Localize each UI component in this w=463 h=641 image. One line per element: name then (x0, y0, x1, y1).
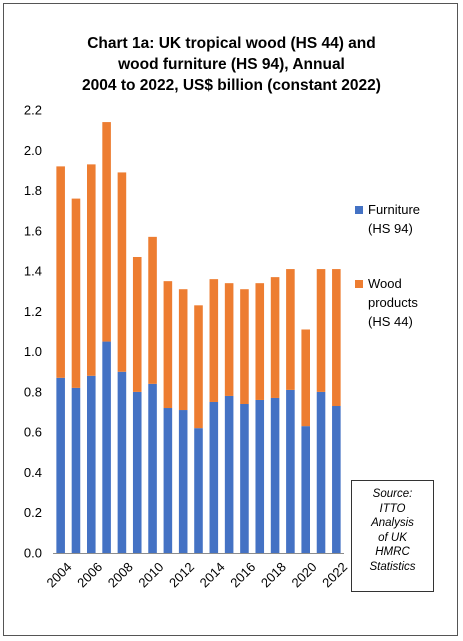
source-line-3: Analysis (371, 517, 414, 529)
legend-wood-products-label: products (368, 295, 418, 310)
bar-furniture-2021 (316, 391, 326, 553)
x-tick-label: 2020 (289, 559, 320, 590)
chart-title-line-1: Chart 1a: UK tropical wood (HS 44) and (87, 35, 376, 52)
bar-furniture-2019 (286, 389, 295, 553)
bar-wood-products-2016 (240, 289, 249, 404)
legend-furniture-label: (HS 94) (368, 221, 413, 236)
legend-wood-products-swatch (355, 280, 363, 288)
source-line-2: ITTO (379, 502, 406, 515)
y-tick-label: 0.8 (24, 384, 42, 399)
chart-title: Chart 1a: UK tropical wood (HS 44) and w… (0, 33, 463, 96)
y-tick-label: 1.0 (24, 344, 42, 359)
bar-furniture-2017 (255, 399, 265, 553)
bar-wood-products-2019 (286, 269, 295, 390)
bar-wood-products-2006 (87, 164, 96, 376)
x-tick-label: 2010 (135, 559, 166, 590)
bar-wood-products-2009 (132, 256, 142, 392)
chart-title-line-3: 2004 to 2022, US$ billion (constant 2022… (82, 77, 381, 94)
legend: Furniture (HS 94) Wood products (HS 44) (355, 202, 420, 329)
bar-furniture-2018 (270, 397, 280, 553)
bar-furniture-2012 (178, 410, 188, 553)
bar-wood-products-2010 (148, 236, 157, 384)
y-tick-label: 0.4 (24, 465, 42, 480)
y-tick-label: 1.4 (24, 264, 42, 279)
bar-wood-products-2018 (270, 277, 280, 398)
y-tick-label: 1.8 (24, 183, 42, 198)
legend-wood-products-label: Wood (368, 276, 402, 291)
x-tick-label: 2022 (319, 559, 350, 590)
x-tick-label: 2016 (227, 559, 258, 590)
bar-wood-products-2015 (224, 283, 234, 396)
y-tick-label: 1.2 (24, 304, 42, 319)
x-tick-label: 2012 (166, 559, 197, 590)
y-tick-label: 0.6 (24, 425, 42, 440)
legend-furniture-swatch (355, 206, 363, 214)
legend-wood-products-label: (HS 44) (368, 314, 413, 329)
bar-wood-products-2013 (194, 305, 203, 429)
y-tick-label: 0.0 (24, 546, 42, 561)
y-tick-label: 0.2 (24, 505, 42, 520)
x-tick-label: 2006 (74, 559, 105, 590)
bar-furniture-2006 (87, 375, 96, 553)
bars (56, 122, 341, 553)
x-tick-label: 2008 (105, 559, 136, 590)
bar-furniture-2010 (148, 383, 157, 553)
source-line-6: Statistics (369, 560, 416, 573)
bar-furniture-2007 (102, 341, 111, 553)
bar-furniture-2005 (71, 387, 81, 553)
legend-furniture-label: Furniture (368, 202, 420, 217)
bar-wood-products-2017 (255, 283, 265, 400)
source-note: Source: ITTO Analysis of UK HMRC Statist… (351, 480, 434, 592)
bar-wood-products-2014 (209, 279, 219, 402)
bar-furniture-2011 (163, 408, 173, 553)
bar-furniture-2013 (194, 428, 203, 553)
bar-wood-products-2011 (163, 281, 173, 409)
x-tick-label: 2014 (197, 559, 228, 590)
source-line-4: of UK (378, 531, 407, 544)
chart-title-line-2: wood furniture (HS 94), Annual (118, 56, 345, 73)
y-tick-label: 2.2 (24, 103, 42, 118)
bar-furniture-2008 (117, 371, 127, 553)
bar-wood-products-2004 (56, 166, 65, 378)
x-axis: 2004 2006 2008 2010 2012 2014 2016 2018 2020 2022 (44, 553, 350, 590)
bar-wood-products-2008 (117, 172, 127, 372)
source-line-5: HMRC (375, 546, 410, 558)
bar-wood-products-2020 (301, 329, 310, 427)
bar-furniture-2009 (132, 391, 142, 553)
y-axis: 0.0 0.2 0.4 0.6 0.8 1.0 1.2 1.4 1.6 1.8 2.0 2.2 (24, 103, 42, 561)
bar-wood-products-2022 (332, 269, 341, 407)
x-tick-label: 2004 (44, 559, 75, 590)
bar-furniture-2016 (240, 403, 249, 553)
bar-furniture-2022 (332, 406, 341, 553)
bar-wood-products-2012 (178, 289, 188, 411)
bar-furniture-2014 (209, 401, 219, 553)
bar-furniture-2004 (56, 377, 65, 553)
bar-wood-products-2007 (102, 122, 111, 342)
y-tick-label: 2.0 (24, 143, 42, 158)
y-tick-label: 1.6 (24, 223, 42, 238)
bar-wood-products-2021 (316, 269, 326, 392)
bar-wood-products-2005 (71, 198, 81, 388)
bar-furniture-2015 (224, 395, 234, 553)
bar-furniture-2020 (301, 426, 310, 553)
source-line-1: Source: (372, 488, 413, 500)
x-tick-label: 2018 (258, 559, 289, 590)
